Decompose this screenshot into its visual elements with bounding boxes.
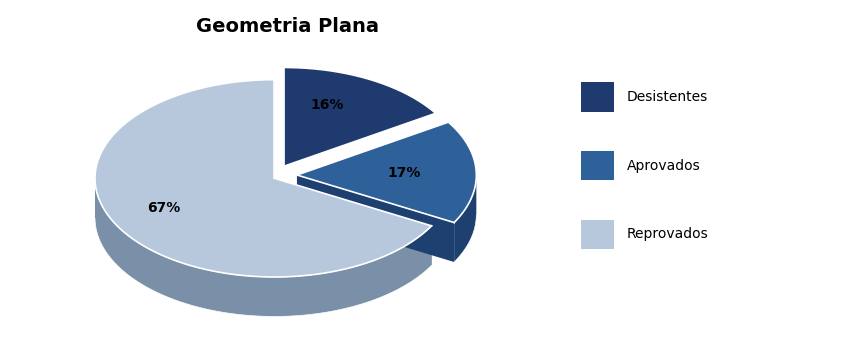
Bar [581, 151, 614, 180]
Text: Aprovados: Aprovados [627, 159, 700, 173]
Polygon shape [297, 175, 454, 262]
Polygon shape [95, 179, 432, 317]
Polygon shape [297, 122, 476, 223]
Polygon shape [285, 67, 435, 166]
Polygon shape [95, 80, 432, 277]
Bar [581, 220, 614, 249]
Text: 67%: 67% [147, 201, 180, 216]
Text: 17%: 17% [388, 166, 421, 180]
Text: 16%: 16% [310, 98, 344, 112]
Polygon shape [454, 175, 476, 262]
Text: Desistentes: Desistentes [627, 90, 708, 104]
Bar [581, 82, 614, 112]
Text: Geometria Plana: Geometria Plana [197, 17, 379, 36]
Text: Reprovados: Reprovados [627, 227, 709, 241]
Polygon shape [274, 178, 432, 265]
